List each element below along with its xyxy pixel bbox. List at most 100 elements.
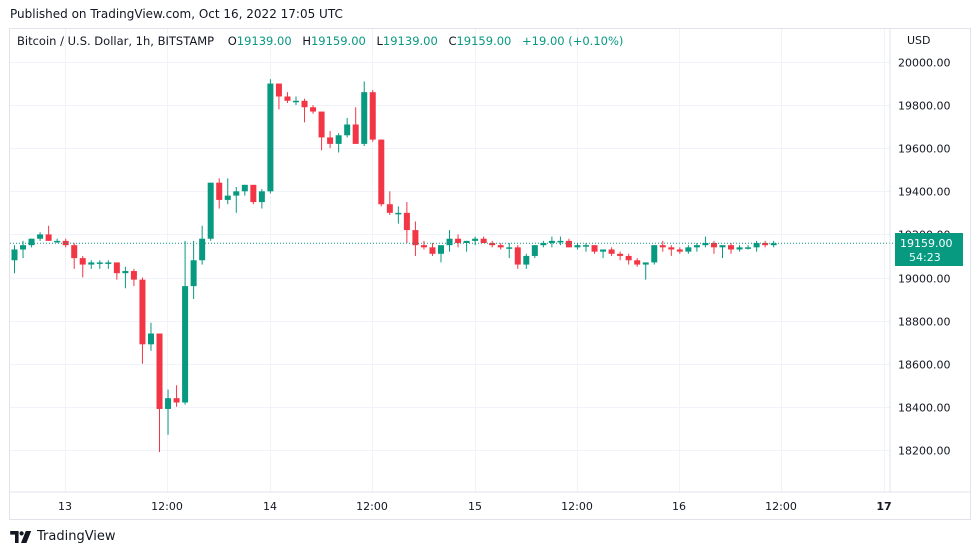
candle [122, 266, 129, 289]
last-price-badge: 19159.00 54:23 [895, 233, 963, 266]
grid-lines [10, 29, 890, 492]
candle [600, 249, 607, 259]
candle [199, 225, 206, 265]
candle [54, 238, 61, 244]
candle [642, 262, 649, 280]
candle [403, 202, 410, 244]
candle [258, 189, 265, 209]
time-tick-label: 17 [876, 500, 891, 513]
candle [20, 240, 27, 259]
price-tick-label: 18600.00 [898, 359, 951, 372]
candle [412, 221, 419, 256]
open-value: 19139.00 [236, 34, 292, 48]
candle [685, 245, 692, 254]
candle [497, 243, 504, 250]
candle [224, 178, 231, 205]
time-tick-label: 12:00 [561, 500, 593, 513]
price-tick-label: 18400.00 [898, 402, 951, 415]
candle [284, 92, 291, 103]
candle [583, 243, 590, 252]
candle [745, 245, 752, 250]
candle [472, 236, 479, 246]
candle [156, 333, 163, 453]
candle [216, 178, 223, 209]
footer-branding[interactable]: TradingView [10, 529, 116, 544]
price-axis[interactable]: 20000.0019800.0019600.0019400.0019200.00… [898, 57, 951, 458]
candle [139, 277, 146, 364]
low-label: L [376, 34, 383, 48]
price-tick-label: 19000.00 [898, 273, 951, 286]
candle [540, 240, 547, 248]
candle [267, 79, 274, 194]
candle [736, 245, 743, 252]
currency-label: USD [907, 34, 931, 47]
candle [531, 245, 538, 259]
high-value: 19159.00 [310, 34, 366, 48]
candle [190, 240, 197, 300]
candle [301, 98, 308, 123]
symbol-description[interactable]: Bitcoin / U.S. Dollar, 1h, BITSTAMP [17, 34, 215, 48]
candle [446, 230, 453, 252]
open-label: O [227, 34, 237, 48]
time-tick-label: 12:00 [765, 500, 797, 513]
candle [130, 268, 137, 287]
candle [710, 240, 717, 254]
candle [79, 255, 86, 278]
candle [361, 81, 368, 147]
candle [165, 389, 172, 435]
candle [506, 243, 513, 259]
candle [318, 111, 325, 151]
chart-frame[interactable] [9, 28, 971, 520]
time-tick-label: 12:00 [151, 500, 183, 513]
candle [591, 245, 598, 254]
candle [702, 236, 709, 248]
candle [105, 260, 112, 269]
candle [455, 234, 462, 248]
candle [344, 118, 351, 138]
price-tick-label: 19800.00 [898, 100, 951, 113]
candle [719, 245, 726, 259]
candle [147, 322, 154, 351]
candle [71, 243, 78, 269]
price-tick-label: 20000.00 [898, 57, 951, 70]
candle [62, 238, 69, 248]
low-value: 19139.00 [382, 34, 438, 48]
candle [11, 245, 18, 274]
candle [548, 236, 555, 248]
candle [523, 253, 530, 269]
price-tick-label: 19600.00 [898, 143, 951, 156]
candle [762, 240, 769, 248]
candle [659, 240, 666, 252]
candle [327, 130, 334, 149]
candles [11, 79, 777, 453]
candle [378, 139, 385, 207]
candle [113, 262, 120, 280]
candle [182, 240, 189, 405]
time-tick-label: 12:00 [356, 500, 388, 513]
chart-legend: Bitcoin / U.S. Dollar, 1h, BITSTAMP O191… [17, 34, 630, 48]
candle [625, 253, 632, 265]
candle [310, 105, 317, 114]
candle [369, 90, 376, 142]
candle [241, 184, 248, 196]
candle [489, 240, 496, 248]
candle [352, 107, 359, 144]
candle [96, 260, 103, 269]
close-value: 19159.00 [456, 34, 512, 48]
candle [770, 240, 777, 248]
price-tick-label: 19400.00 [898, 186, 951, 199]
candle [438, 245, 444, 263]
candle [207, 182, 214, 241]
time-axis[interactable]: 13 12:00 14 12:00 15 12:00 16 12:00 17 [58, 500, 892, 513]
candle [693, 243, 700, 252]
candle [429, 243, 436, 256]
time-tick-label: 13 [58, 500, 72, 513]
candle [395, 206, 402, 224]
candle [233, 186, 240, 213]
candle [275, 83, 282, 110]
candle [651, 245, 658, 265]
candle [480, 236, 487, 244]
candle [608, 247, 615, 256]
candle [292, 96, 299, 106]
